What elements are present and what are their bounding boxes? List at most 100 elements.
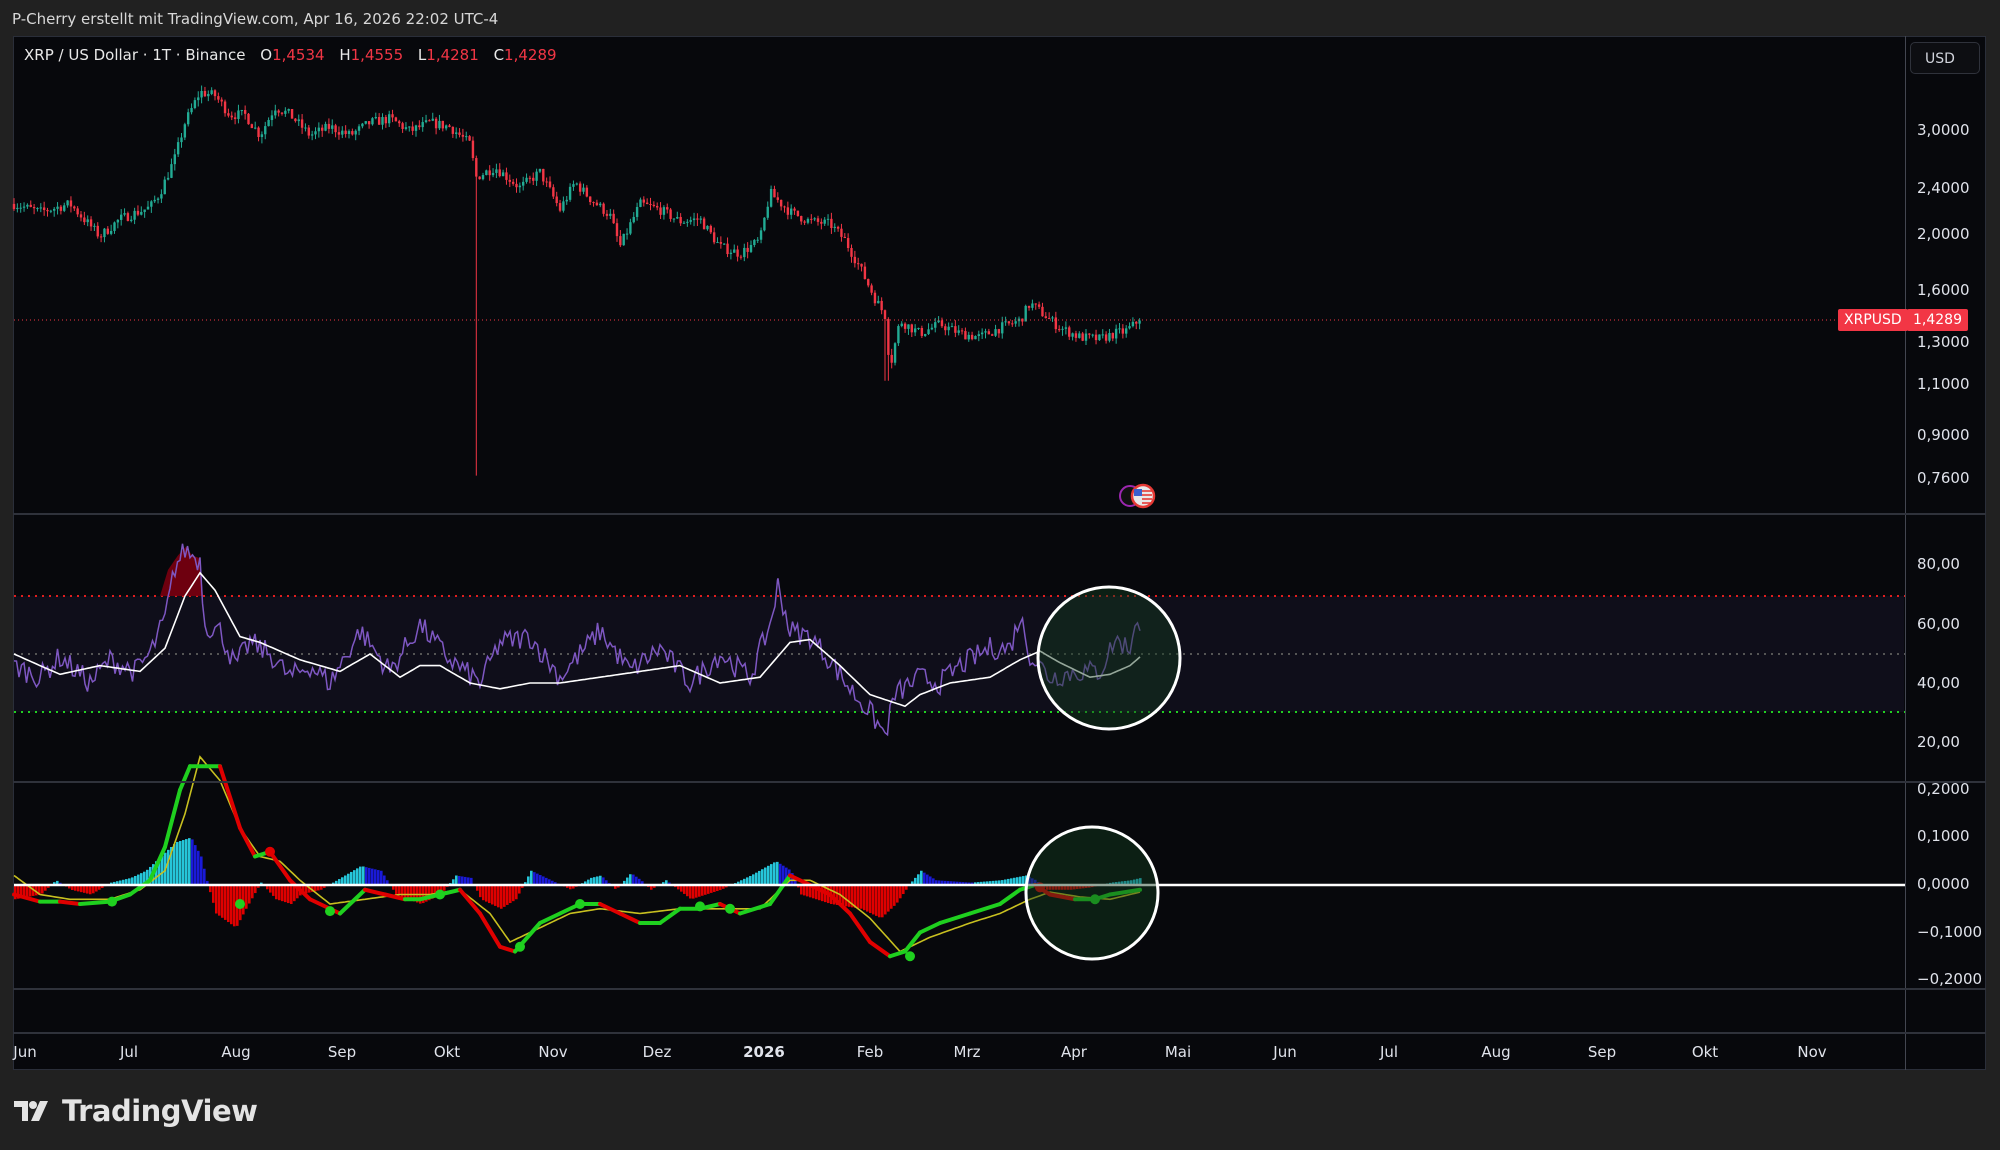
macd-line-segment xyxy=(808,883,832,897)
macd-line-segment xyxy=(218,764,242,830)
close-label: C xyxy=(493,46,505,64)
macd-line-segment xyxy=(178,764,192,792)
macd-line-segment xyxy=(498,944,517,954)
macd-line-segment xyxy=(458,887,482,916)
high-label: H xyxy=(339,46,351,64)
macd-line-segment xyxy=(968,902,1002,916)
time-axis-tick: Mrz xyxy=(953,1043,981,1061)
macd-line-segment xyxy=(478,911,502,949)
macd-line-segment xyxy=(308,897,342,916)
macd-line-segment xyxy=(848,911,872,944)
rsi-axis-tick: 20,00 xyxy=(1917,733,1960,751)
macd-line-segment xyxy=(658,906,682,925)
macd-axis-tick: −0,1000 xyxy=(1917,923,1983,941)
macd-cross-dot xyxy=(575,899,585,909)
price-axis-tick: 0,9000 xyxy=(1917,426,1970,444)
time-axis-tick: Aug xyxy=(1481,1043,1511,1061)
time-axis-tick: Okt xyxy=(433,1043,461,1061)
tradingview-logo-icon xyxy=(14,1099,54,1123)
macd-line-segment xyxy=(58,899,82,906)
macd-cross-dot xyxy=(235,899,245,909)
open-label: O xyxy=(260,46,273,64)
time-axis-tick: Aug xyxy=(221,1043,251,1061)
macd-line-segment xyxy=(268,849,292,883)
annotation-circle-rsi xyxy=(1036,585,1182,731)
price-axis-tick: 1,3000 xyxy=(1917,333,1970,351)
macd-line-segment xyxy=(998,887,1022,906)
macd-line-segment xyxy=(1108,887,1142,897)
open-value: 1,4534 xyxy=(272,46,325,64)
macd-cross-dot xyxy=(1090,894,1100,905)
time-axis-tick: Apr xyxy=(1061,1043,1087,1061)
macd-line-segment xyxy=(828,892,852,916)
price-candles xyxy=(12,85,1141,476)
macd-axis-tick: 0,2000 xyxy=(1917,780,1970,798)
time-axis-tick: Nov xyxy=(1797,1043,1827,1061)
macd-histogram xyxy=(14,838,1142,927)
macd-line-segment xyxy=(903,930,922,954)
annotation-circle-macd xyxy=(1024,825,1160,961)
macd-line-segment xyxy=(598,902,622,916)
macd-line-segment xyxy=(768,873,792,906)
macd-line-segment xyxy=(918,921,942,935)
macd-line-segment xyxy=(78,899,112,906)
macd-cross-dot xyxy=(515,941,525,952)
last-price-tag: 1,4289 xyxy=(1907,309,1968,331)
rsi-axis-tick: 80,00 xyxy=(1917,555,1960,573)
pane-separator-bottom[interactable] xyxy=(13,988,1986,990)
rsi-axis-tick: 60,00 xyxy=(1917,615,1960,633)
time-axis-tick: Jun xyxy=(13,1043,37,1061)
price-axis-tick: 3,0000 xyxy=(1917,121,1970,139)
macd-axis-tick: 0,0000 xyxy=(1917,875,1970,893)
price-axis-tick: 1,6000 xyxy=(1917,281,1970,299)
pane-separator-rsi[interactable] xyxy=(13,513,1986,515)
macd-line-segment xyxy=(618,911,642,925)
macd-line-segment xyxy=(12,892,42,904)
symbol-title[interactable]: XRP / US Dollar · 1T · Binance xyxy=(24,46,246,64)
time-axis-tick: Jul xyxy=(119,1043,139,1061)
us-flag-canton xyxy=(1134,489,1142,496)
macd-line-segment xyxy=(148,845,167,883)
macd-line-segment xyxy=(538,911,562,925)
price-axis-tick: 0,7600 xyxy=(1917,469,1970,487)
price-axis-separator xyxy=(1905,36,1906,1070)
last-price-symbol-tag: XRPUSD xyxy=(1838,309,1908,331)
low-value: 1,4281 xyxy=(426,46,479,64)
macd-axis-tick: −0,2000 xyxy=(1917,970,1983,988)
macd-cross-dot xyxy=(265,846,275,857)
chart-frame[interactable] xyxy=(13,36,1986,1070)
macd-line-segment xyxy=(238,826,257,859)
time-axis-tick: Mai xyxy=(1164,1043,1192,1061)
macd-line-segment xyxy=(128,878,152,897)
time-axis-tick: Feb xyxy=(856,1043,884,1061)
macd-line-segment xyxy=(163,788,182,849)
chart-attribution: P-Cherry erstellt mit TradingView.com, A… xyxy=(12,10,499,28)
macd-line-segment xyxy=(788,873,812,887)
macd-signal-line xyxy=(13,755,1141,953)
macd-line-segment xyxy=(338,887,367,916)
macd-axis-tick: 0,1000 xyxy=(1917,827,1970,845)
tradingview-logo[interactable]: TradingView xyxy=(14,1094,258,1128)
time-axis-tick: Jul xyxy=(1379,1043,1399,1061)
price-axis-tick: 2,4000 xyxy=(1917,179,1970,197)
pane-separator-macd[interactable] xyxy=(13,781,1986,783)
macd-cross-dot xyxy=(905,951,915,962)
time-axis-tick: 2026 xyxy=(743,1043,785,1061)
time-axis-tick: Okt xyxy=(1691,1043,1719,1061)
low-label: L xyxy=(417,46,427,64)
currency-button[interactable]: USD xyxy=(1910,42,1980,74)
macd-line-segment xyxy=(363,887,387,897)
macd-line-segment xyxy=(868,940,892,959)
macd-cross-dot xyxy=(325,906,335,917)
macd-line-segment xyxy=(288,878,312,902)
time-axis-tick: Sep xyxy=(327,1043,357,1061)
macd-cross-dot xyxy=(435,889,445,900)
time-axis-tick: Nov xyxy=(538,1043,568,1061)
rsi-axis-tick: 40,00 xyxy=(1917,674,1960,692)
price-axis-tick: 1,1000 xyxy=(1917,375,1970,393)
time-axis-tick: Dez xyxy=(642,1043,672,1061)
macd-cross-dot xyxy=(695,901,705,912)
macd-line-segment xyxy=(888,949,907,959)
close-value: 1,4289 xyxy=(504,46,557,64)
